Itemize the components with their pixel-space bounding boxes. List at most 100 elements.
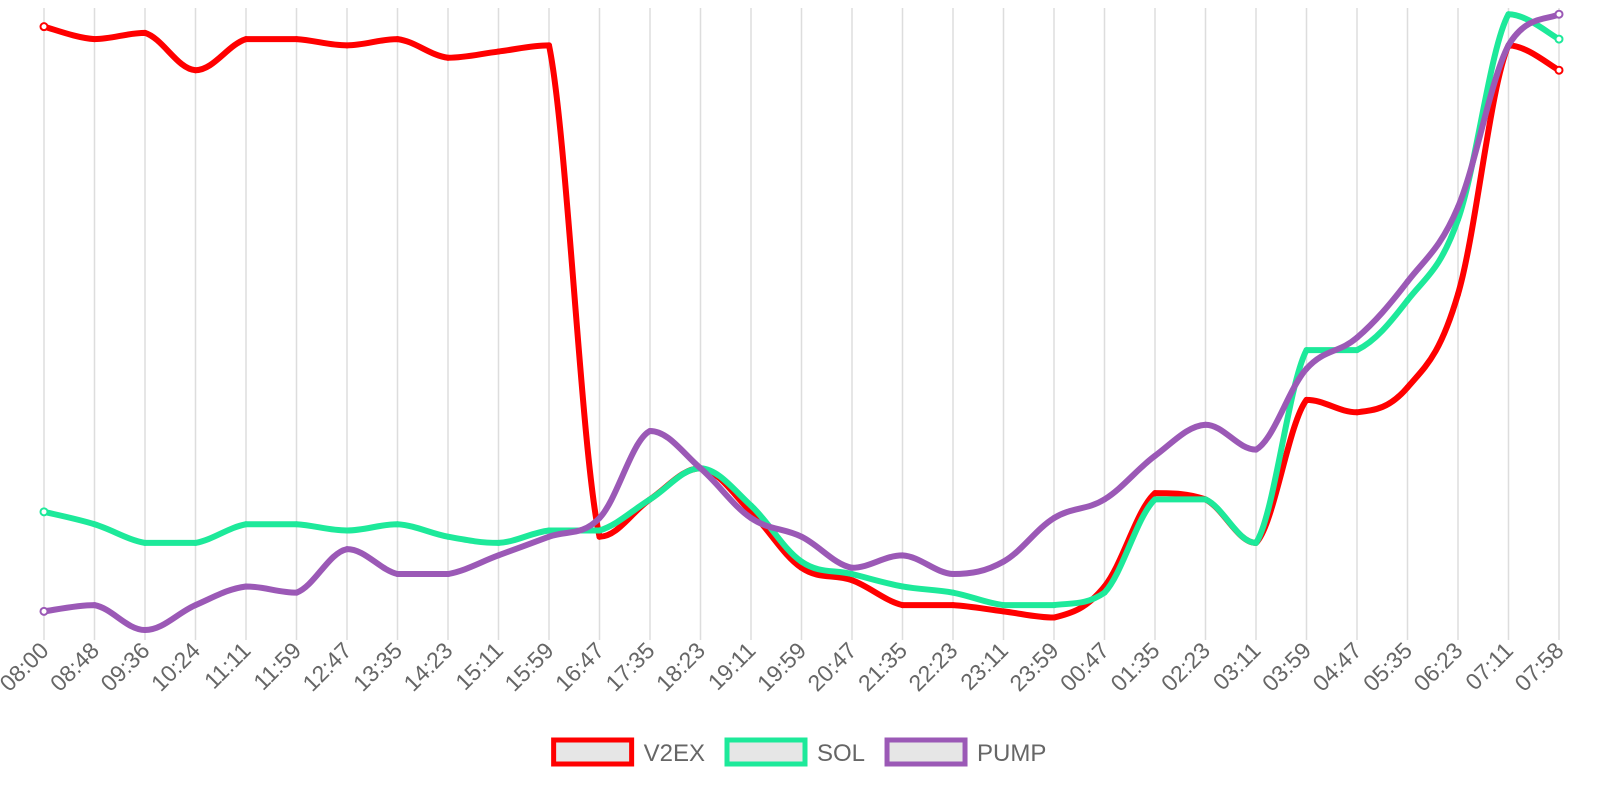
data-point[interactable] bbox=[849, 564, 855, 571]
data-point[interactable] bbox=[142, 627, 148, 633]
data-point[interactable] bbox=[1505, 42, 1512, 49]
data-point[interactable] bbox=[1152, 490, 1158, 497]
data-point[interactable] bbox=[1303, 347, 1310, 354]
x-tick-label: 22:23 bbox=[903, 637, 962, 696]
data-point[interactable] bbox=[899, 583, 906, 590]
data-point[interactable] bbox=[950, 589, 956, 596]
x-tick-label: 15:59 bbox=[499, 637, 558, 696]
data-point[interactable] bbox=[798, 564, 805, 571]
data-point[interactable] bbox=[1303, 396, 1310, 403]
data-point[interactable] bbox=[445, 571, 451, 578]
data-point[interactable] bbox=[1253, 446, 1259, 453]
x-tick-label: 15:11 bbox=[450, 637, 508, 695]
data-point[interactable] bbox=[192, 67, 199, 74]
x-tick-label: 02:23 bbox=[1156, 637, 1215, 696]
data-point[interactable] bbox=[1354, 334, 1360, 341]
series-lines bbox=[39, 9, 1564, 633]
data-point[interactable] bbox=[1404, 278, 1411, 285]
legend-label: PUMP bbox=[977, 740, 1046, 767]
data-point[interactable] bbox=[495, 539, 502, 546]
data-point[interactable] bbox=[192, 539, 199, 546]
data-point[interactable] bbox=[647, 496, 653, 503]
data-point[interactable] bbox=[1000, 558, 1007, 565]
data-point[interactable] bbox=[445, 533, 451, 540]
data-point[interactable] bbox=[344, 527, 350, 534]
data-point[interactable] bbox=[243, 583, 249, 590]
data-point[interactable] bbox=[495, 48, 502, 55]
data-point[interactable] bbox=[647, 427, 653, 434]
data-point[interactable] bbox=[1152, 496, 1158, 503]
data-point[interactable] bbox=[91, 36, 98, 43]
data-point[interactable] bbox=[1505, 11, 1512, 18]
x-tick-label: 21:35 bbox=[853, 637, 912, 696]
data-point[interactable] bbox=[1101, 589, 1108, 596]
data-point[interactable] bbox=[849, 571, 855, 578]
data-point[interactable] bbox=[950, 602, 956, 609]
data-point[interactable] bbox=[546, 527, 552, 534]
data-point[interactable] bbox=[394, 521, 401, 528]
data-point[interactable] bbox=[899, 602, 906, 609]
data-point[interactable] bbox=[1354, 409, 1360, 416]
data-point[interactable] bbox=[142, 539, 148, 546]
data-point[interactable] bbox=[950, 571, 956, 578]
data-point[interactable] bbox=[748, 502, 754, 509]
data-point[interactable] bbox=[91, 521, 98, 528]
series-pump bbox=[39, 9, 1564, 633]
data-point[interactable] bbox=[1051, 614, 1057, 621]
grid bbox=[43, 8, 1560, 640]
data-point[interactable] bbox=[293, 589, 300, 596]
data-point[interactable] bbox=[344, 42, 350, 49]
data-point[interactable] bbox=[1051, 602, 1057, 609]
legend-item-v2ex[interactable]: V2EX bbox=[551, 737, 705, 767]
data-point[interactable] bbox=[1354, 347, 1360, 354]
data-point[interactable] bbox=[91, 602, 98, 609]
data-point[interactable] bbox=[39, 507, 49, 517]
data-point[interactable] bbox=[798, 533, 805, 540]
data-point[interactable] bbox=[697, 465, 704, 472]
data-point[interactable] bbox=[243, 36, 249, 43]
data-point[interactable] bbox=[1404, 297, 1411, 304]
data-point[interactable] bbox=[899, 552, 906, 559]
data-point[interactable] bbox=[39, 606, 49, 616]
data-point[interactable] bbox=[1000, 602, 1007, 609]
data-point[interactable] bbox=[293, 36, 300, 43]
data-point[interactable] bbox=[445, 54, 451, 61]
x-tick-label: 14:23 bbox=[398, 637, 457, 696]
data-point[interactable] bbox=[39, 22, 49, 32]
data-point[interactable] bbox=[1455, 204, 1461, 211]
x-tick-label: 19:11 bbox=[703, 637, 761, 695]
data-point[interactable] bbox=[495, 552, 502, 559]
data-point[interactable] bbox=[1455, 291, 1461, 298]
data-point[interactable] bbox=[1554, 65, 1564, 75]
data-point[interactable] bbox=[849, 577, 855, 584]
data-point[interactable] bbox=[142, 29, 148, 36]
data-point[interactable] bbox=[192, 602, 199, 609]
data-point[interactable] bbox=[798, 558, 805, 565]
legend-item-pump[interactable]: PUMP bbox=[884, 737, 1046, 767]
x-tick-label: 00:47 bbox=[1055, 637, 1114, 696]
legend-item-sol[interactable]: SOL bbox=[724, 737, 865, 767]
data-point[interactable] bbox=[1253, 539, 1259, 546]
data-point[interactable] bbox=[596, 515, 603, 522]
data-point[interactable] bbox=[546, 533, 552, 540]
legend-swatch bbox=[551, 737, 635, 767]
data-point[interactable] bbox=[1152, 452, 1158, 459]
data-point[interactable] bbox=[394, 571, 401, 578]
data-point[interactable] bbox=[1202, 421, 1209, 428]
data-point[interactable] bbox=[1202, 496, 1209, 503]
data-point[interactable] bbox=[394, 36, 401, 43]
data-point[interactable] bbox=[596, 533, 603, 540]
data-point[interactable] bbox=[243, 521, 249, 528]
data-point[interactable] bbox=[1101, 496, 1108, 503]
data-point[interactable] bbox=[1303, 365, 1310, 372]
data-point[interactable] bbox=[1404, 384, 1411, 391]
data-point[interactable] bbox=[293, 521, 300, 528]
data-point[interactable] bbox=[748, 515, 754, 522]
data-point[interactable] bbox=[1554, 34, 1564, 44]
data-point[interactable] bbox=[1000, 608, 1007, 615]
data-point[interactable] bbox=[546, 42, 552, 49]
data-point[interactable] bbox=[344, 546, 350, 553]
data-point[interactable] bbox=[1051, 515, 1057, 522]
data-point[interactable] bbox=[596, 527, 603, 534]
data-point[interactable] bbox=[1554, 9, 1564, 19]
